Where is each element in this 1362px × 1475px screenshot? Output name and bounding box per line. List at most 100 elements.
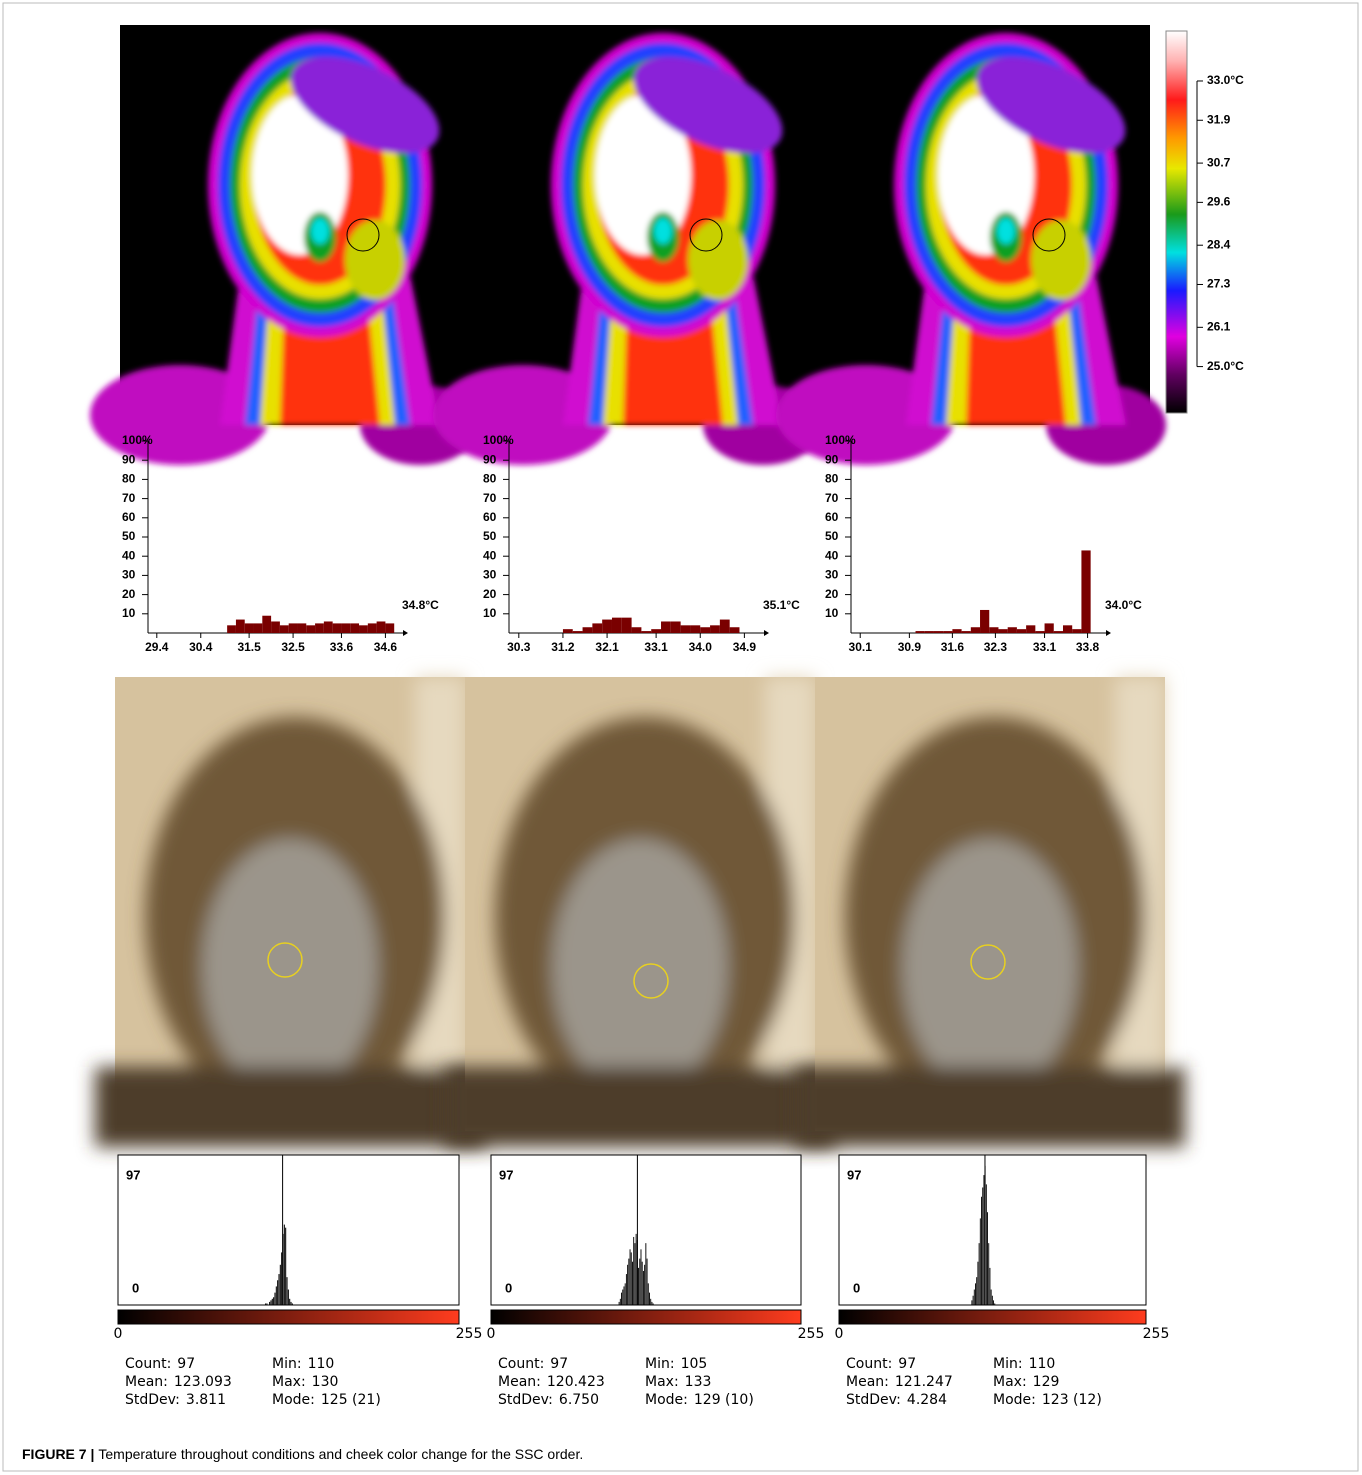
bar — [1072, 629, 1082, 633]
x-tick-label: 31.5 — [237, 640, 261, 654]
bar — [385, 623, 395, 633]
bar — [625, 1274, 627, 1305]
thermal-image — [776, 33, 1166, 465]
bar — [987, 1212, 988, 1305]
bar — [989, 627, 999, 633]
y-label: 97 — [499, 1167, 513, 1182]
thermal-image — [433, 33, 823, 465]
bar — [273, 1297, 275, 1305]
bar — [933, 631, 944, 633]
bar — [980, 609, 990, 633]
bar — [281, 1252, 283, 1305]
bar — [621, 617, 632, 633]
x-tick-label: 32.1 — [595, 640, 619, 654]
x-tick-label: 33.1 — [644, 640, 668, 654]
bar — [297, 623, 307, 633]
x-tick-label: 255 — [456, 1326, 483, 1342]
x-tick-label: 33.1 — [1033, 640, 1057, 654]
bar — [924, 631, 934, 633]
face — [902, 839, 1078, 1095]
bar — [998, 629, 1008, 633]
value-ramp — [490, 1309, 802, 1325]
stat-name: Count: — [498, 1356, 544, 1372]
stat-value: 129 — [1033, 1374, 1060, 1390]
stat-name: Min: — [993, 1356, 1023, 1372]
nose — [997, 218, 1015, 244]
bar — [629, 1249, 631, 1305]
bar — [1081, 550, 1091, 633]
bar — [265, 1303, 267, 1305]
x-tick-label: 0 — [114, 1326, 123, 1342]
bar — [278, 1274, 280, 1305]
bar — [970, 627, 981, 633]
y-tick-label: 60 — [825, 510, 839, 524]
stat-value: 4.284 — [907, 1392, 947, 1408]
photo — [445, 677, 835, 1147]
stat-value: 3.811 — [186, 1392, 226, 1408]
bar — [269, 1301, 271, 1305]
x-tick-label: 34.0 — [689, 640, 713, 654]
plot-box — [117, 1154, 460, 1306]
stat-name: Max: — [993, 1374, 1027, 1390]
stat-value: 130 — [312, 1374, 339, 1390]
bar — [285, 1227, 287, 1305]
colorbar-label: 30.7 — [1207, 155, 1231, 169]
y-tick-label: 70 — [825, 491, 839, 505]
thermal-image — [90, 33, 480, 465]
shoulders — [795, 1067, 1185, 1147]
stat: Mode: 125 (21) — [272, 1392, 381, 1408]
bar — [981, 1196, 982, 1305]
stat-value: 105 — [681, 1356, 708, 1372]
y-tick-label: 50 — [122, 529, 136, 543]
bar — [350, 623, 360, 633]
y-label: 97 — [126, 1167, 140, 1182]
y-tick-label: 20 — [483, 587, 497, 601]
stat-name: StdDev: — [846, 1392, 901, 1408]
y-tick-label: 100% — [825, 433, 856, 447]
bar — [277, 1280, 279, 1305]
bar — [988, 1243, 990, 1305]
bar — [1035, 631, 1045, 633]
colorbar-label: 27.3 — [1207, 277, 1231, 291]
bar — [623, 1286, 625, 1305]
bar — [630, 1252, 632, 1305]
roi — [1032, 218, 1066, 252]
caption-text: Temperature throughout conditions and ch… — [98, 1446, 583, 1462]
y-tick-label: 60 — [122, 510, 136, 524]
face — [552, 839, 728, 1095]
roi — [633, 963, 669, 999]
caption-label: FIGURE 7 | — [22, 1446, 94, 1462]
x-tick-label: 33.8 — [1076, 640, 1100, 654]
photos — [95, 677, 1185, 1147]
bar — [622, 1289, 624, 1305]
bar — [619, 1298, 621, 1305]
thermal-body — [90, 33, 480, 465]
colorbar-label: 28.4 — [1207, 237, 1231, 251]
bar — [644, 1264, 646, 1305]
bar — [641, 631, 652, 633]
stat-value: 121.247 — [895, 1374, 953, 1390]
colorbar-label: 33.0°C — [1207, 73, 1244, 87]
y-tick-label: 10 — [122, 606, 136, 620]
bar — [915, 631, 925, 633]
stat-value: 125 (21) — [321, 1392, 381, 1408]
bar — [638, 1267, 640, 1305]
stat: Mean: 121.247 — [846, 1374, 953, 1390]
stat-value: 123.093 — [174, 1374, 232, 1390]
bar — [618, 1301, 620, 1305]
bar — [971, 1300, 973, 1305]
axis-arrow — [403, 630, 408, 636]
bar — [633, 1236, 635, 1305]
stat: Max: 129 — [993, 1374, 1059, 1390]
x-tick-label: 30.3 — [507, 640, 531, 654]
bar — [1044, 623, 1054, 633]
stat-name: Count: — [846, 1356, 892, 1372]
value-ramp — [117, 1309, 460, 1325]
x-tick-label: 29.4 — [145, 640, 169, 654]
bar — [975, 1283, 976, 1305]
stat-value: 133 — [685, 1374, 712, 1390]
y-tick-label: 30 — [825, 568, 839, 582]
y-tick-label: 40 — [483, 548, 497, 562]
y-tick-label: 90 — [122, 452, 136, 466]
x-tick-label: 0 — [835, 1326, 844, 1342]
